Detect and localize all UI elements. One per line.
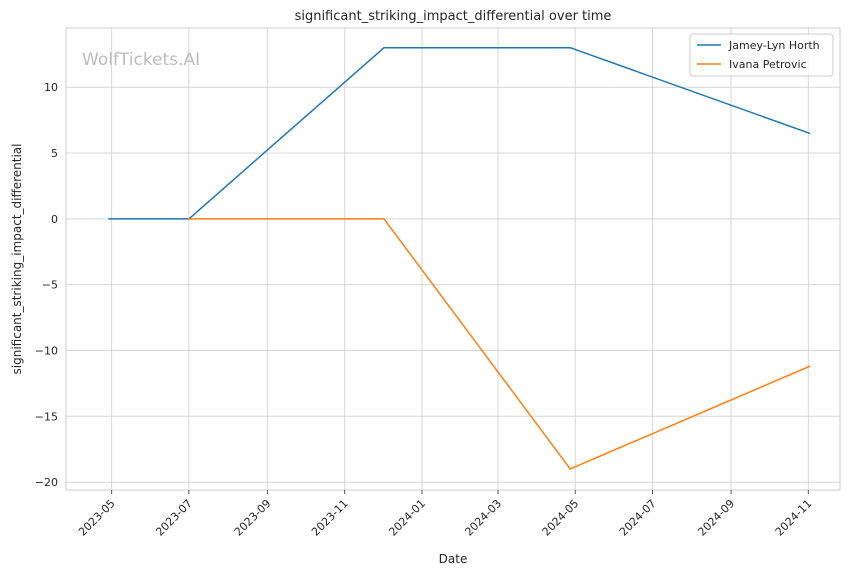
legend-label-ivana-petrovic: Ivana Petrovic xyxy=(729,58,807,71)
watermark-text: WolfTickets.AI xyxy=(82,50,200,70)
x-tick-label: 2024-03 xyxy=(462,497,504,539)
data-point-jamey-lyn-horth xyxy=(808,132,811,135)
series-line-ivana-petrovic xyxy=(188,218,810,470)
x-tick-label: 2024-11 xyxy=(773,497,815,539)
data-point-ivana-petrovic xyxy=(383,218,385,220)
y-tick-label: −5 xyxy=(42,279,58,292)
grid-lines xyxy=(66,28,840,490)
x-axis-label: Date xyxy=(439,552,468,566)
data-point-ivana-petrovic xyxy=(808,365,811,368)
x-tick-label: 2024-05 xyxy=(540,497,582,539)
legend-label-jamey-lyn-horth: Jamey-Lyn Horth xyxy=(728,39,820,52)
y-tick-label: 10 xyxy=(44,81,58,94)
data-point-jamey-lyn-horth xyxy=(569,46,571,49)
x-tick-label: 2023-07 xyxy=(153,497,195,539)
x-tick-label: 2023-11 xyxy=(309,497,351,539)
data-point-ivana-petrovic xyxy=(569,468,571,470)
y-tick-label: −10 xyxy=(35,344,58,357)
series-layer xyxy=(108,46,811,470)
chart-title: significant_striking_impact_differential… xyxy=(295,9,612,24)
y-tick-label: −20 xyxy=(35,476,58,489)
y-axis-ticks: 10 5 0 −5 −10 −15 −20 xyxy=(35,81,58,489)
data-point-jamey-lyn-horth xyxy=(383,46,385,49)
x-tick-label: 2024-09 xyxy=(695,497,737,539)
y-tick-label: 0 xyxy=(51,213,58,226)
y-tick-label: 5 xyxy=(51,147,58,160)
plot-frame xyxy=(65,27,841,491)
data-point-jamey-lyn-horth xyxy=(108,218,110,220)
legend: Jamey-Lyn Horth Ivana Petrovic xyxy=(689,33,834,77)
y-tick-label: −15 xyxy=(35,410,58,423)
x-tick-label: 2024-01 xyxy=(386,497,428,539)
data-point-ivana-petrovic xyxy=(188,218,190,220)
x-tick-label: 2023-05 xyxy=(76,497,118,539)
y-axis-label: significant_striking_impact_differential xyxy=(10,144,24,375)
legend-box xyxy=(689,33,834,77)
x-axis-ticks: 2023-05 2023-07 2023-09 2023-11 2024-01 2024-… xyxy=(76,490,814,539)
x-tick-label: 2024-07 xyxy=(617,497,659,539)
x-tick-label: 2023-09 xyxy=(232,497,274,539)
